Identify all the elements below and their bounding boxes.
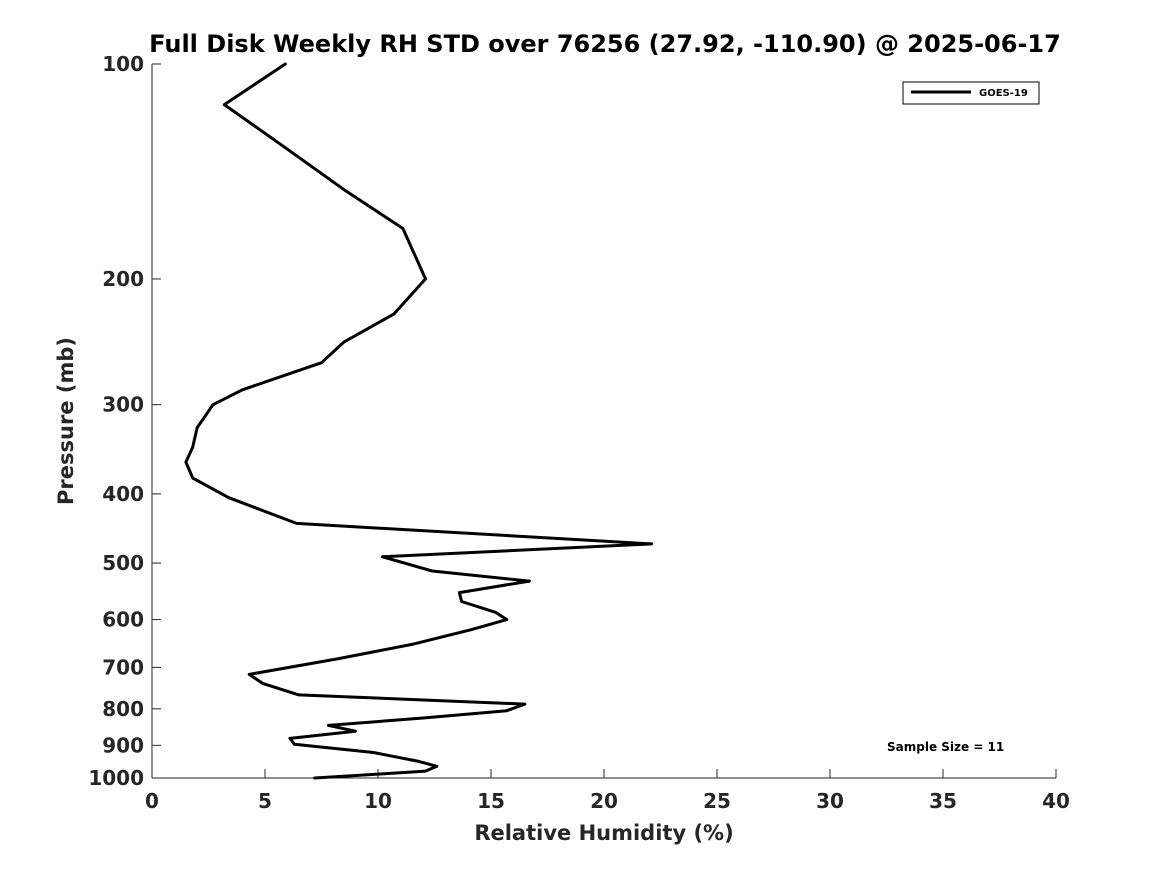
x-tick-label: 15 [477,789,505,813]
x-axis-label: Relative Humidity (%) [474,821,733,845]
y-tick-label: 200 [102,267,144,291]
series-line-goes-19 [184,62,653,780]
y-tick-label: 700 [102,655,144,679]
x-tick-label: 25 [703,789,731,813]
y-tick-label: 600 [102,608,144,632]
legend: GOES-19 [902,81,1040,105]
x-tick-label: 40 [1042,789,1070,813]
x-tick-label: 30 [816,789,844,813]
x-tick-label: 20 [590,789,618,813]
x-tick-label: 5 [258,789,272,813]
y-axis-label: Pressure (mb) [54,337,78,505]
y-tick-label: 100 [102,52,144,76]
axes: 0 5 10 15 20 25 30 35 40 100 200 300 400 500 600 700 800… [88,52,1070,813]
legend-label-goes-19: GOES-19 [979,88,1028,99]
sample-size-annotation: Sample Size = 11 [887,740,1004,754]
y-tick-label: 800 [102,697,144,721]
chart-title: Full Disk Weekly RH STD over 76256 (27.9… [149,30,1061,58]
y-tick-label: 400 [102,482,144,506]
x-tick-label: 35 [929,789,957,813]
x-tick-label: 10 [364,789,392,813]
y-tick-label: 1000 [88,766,144,790]
y-tick-label: 300 [102,393,144,417]
y-tick-label: 500 [102,551,144,575]
series-layer [184,62,653,780]
x-tick-label: 0 [145,789,159,813]
y-tick-label: 900 [102,733,144,757]
